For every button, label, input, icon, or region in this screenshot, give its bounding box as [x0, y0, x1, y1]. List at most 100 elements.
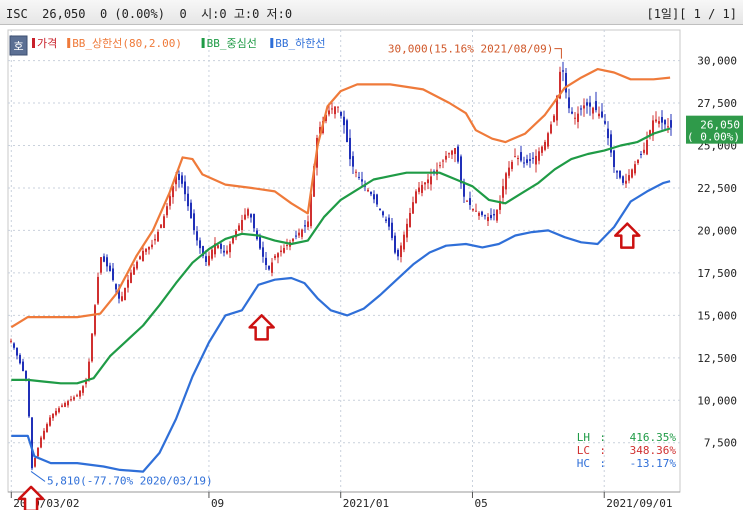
current-price-value: 26,050 [700, 119, 740, 132]
candle-body [409, 213, 411, 228]
candle-body [337, 106, 339, 108]
stat-label: LC [577, 444, 590, 457]
high-price-pointer [554, 48, 562, 59]
candle-body [250, 214, 252, 218]
candle-body [193, 213, 195, 231]
candle-body [214, 243, 216, 255]
candle-body [565, 73, 567, 93]
y-tick-label: 17,500 [697, 267, 737, 280]
candle-body [463, 181, 465, 197]
candle-body [40, 437, 42, 448]
candle-body [82, 386, 84, 393]
candle-body [142, 250, 144, 262]
y-tick-label: 30,000 [697, 55, 737, 68]
candle-body [400, 245, 402, 257]
candle-body [295, 235, 297, 237]
candle-body [25, 371, 27, 379]
period-pager[interactable]: [1일][ 1 / 1] [646, 7, 737, 21]
candle-body [328, 110, 330, 115]
candle-body [550, 124, 552, 134]
stock-chart: 7,500 10,000 12,500 15,000 17,500 20,000 22,50… [7, 29, 743, 510]
candle-body [106, 257, 108, 267]
candle-body [448, 153, 450, 155]
y-tick-label: 15,000 [697, 309, 737, 322]
candle-body [481, 211, 483, 215]
candle-body [112, 268, 114, 281]
candle-body [13, 343, 15, 348]
candle-body [229, 243, 231, 253]
x-tick-label: 09 [211, 497, 224, 510]
candle-body [445, 155, 447, 160]
candle-body [334, 106, 336, 115]
x-tick-label: 05 [474, 497, 487, 510]
candle-body [139, 256, 141, 260]
up-arrow-marker [614, 222, 641, 249]
candle-body [388, 217, 390, 227]
candle-body [190, 202, 192, 219]
candle-body [370, 191, 372, 195]
candle-body [502, 186, 504, 198]
quote-info: ISC 26,050 0 (0.00%) 0 시:0 고:0 저:0 [6, 5, 292, 22]
candle-body [325, 114, 327, 122]
candle-body [496, 209, 498, 221]
up-arrow-marker [17, 485, 45, 510]
candle-body [64, 403, 66, 407]
candle-body [319, 127, 321, 134]
candle-body [37, 447, 39, 457]
candle-body [643, 149, 645, 153]
candle-body [364, 185, 366, 187]
stat-row: LC: 348.36% [577, 444, 677, 457]
candle-body [421, 184, 423, 193]
stat-label: HC [577, 457, 590, 470]
candle-body [487, 217, 489, 222]
candle-body [253, 213, 255, 229]
candle-body [514, 156, 516, 158]
legend-toggle-button[interactable] [9, 35, 28, 56]
candle-body [184, 181, 186, 195]
candle-body [61, 405, 63, 407]
candle-body [493, 214, 495, 216]
candle-body [100, 257, 102, 273]
candle-body [223, 250, 225, 253]
candle-body [640, 153, 642, 155]
plot-area [7, 29, 681, 493]
candle-body [622, 176, 624, 183]
stat-separator: : [599, 431, 606, 444]
volume: 0 [179, 7, 187, 21]
candle-body [121, 296, 123, 301]
candle-body [217, 245, 219, 248]
candle-body [88, 361, 90, 380]
stat-separator: : [599, 444, 606, 457]
candle-body [262, 247, 264, 257]
candle-body [652, 120, 654, 136]
candle-body [571, 111, 573, 114]
candle-body [232, 237, 234, 244]
candle-body [427, 179, 429, 184]
candle-body [346, 120, 348, 143]
candle-body [625, 180, 627, 184]
candle-body [79, 390, 81, 397]
candle-body [574, 117, 576, 119]
candle-body [595, 101, 597, 111]
candle-body [505, 173, 507, 190]
candle-body [619, 170, 621, 178]
candle-body [175, 176, 177, 185]
candle-body [532, 157, 534, 159]
bollinger-bands [10, 68, 671, 473]
legend-toggle-label: 호 [13, 40, 23, 53]
candle-body [169, 196, 171, 206]
candle-body [460, 156, 462, 184]
x-axis: 2020/03/02 09 2021/01 05 2021/09/01 [8, 491, 680, 510]
candle-body [439, 165, 441, 167]
candle-body [397, 249, 399, 257]
candle-body [373, 194, 375, 200]
candle-body [109, 265, 111, 272]
candle-body [187, 193, 189, 207]
candle-body [247, 209, 249, 216]
candle-body [271, 262, 273, 273]
candle-body [568, 97, 570, 109]
candle-body [412, 202, 414, 214]
candle-body [589, 102, 591, 107]
y-tick-label: 10,000 [697, 394, 737, 407]
candle-body [367, 189, 369, 192]
